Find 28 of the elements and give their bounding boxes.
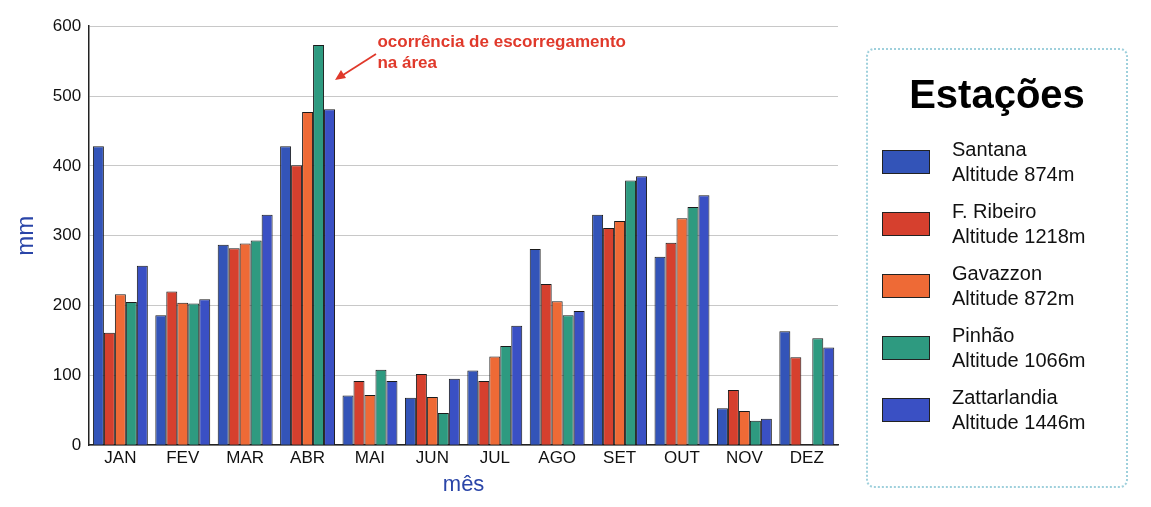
y-axis-title: mm <box>11 215 39 256</box>
legend-title: Estações <box>908 72 1086 117</box>
x-tick-label: NOV <box>725 448 764 468</box>
y-tick-label: 300 <box>52 225 82 245</box>
legend-label: Pinhão Altitude 1066m <box>952 323 1086 373</box>
y-tick-label: 600 <box>52 15 82 35</box>
legend-label: Santana Altitude 874m <box>952 137 1075 187</box>
x-tick-label: JUN <box>415 448 449 468</box>
y-tick-label: 500 <box>52 85 82 105</box>
x-tick-label: DEZ <box>789 448 824 468</box>
x-tick-label: OUT <box>664 448 700 468</box>
annotation: ocorrência de escorregamento na área <box>377 32 626 73</box>
x-tick-label: JAN <box>104 448 137 468</box>
x-tick-label: FEV <box>166 448 200 468</box>
x-tick-label: SET <box>603 448 637 468</box>
y-tick-label: 400 <box>52 155 82 175</box>
x-tick-label: AGO <box>538 448 577 468</box>
y-tick-label: 200 <box>52 295 82 315</box>
x-tick-label: JUL <box>479 448 510 468</box>
x-tick-label: MAR <box>226 448 265 468</box>
legend-label: F. Ribeiro Altitude 1218m <box>952 199 1086 249</box>
y-tick-label: 100 <box>52 365 82 385</box>
x-tick-label: ABR <box>290 448 326 468</box>
legend-label: Zattarlandia Altitude 1446m <box>952 385 1086 435</box>
legend-label: Gavazzon Altitude 872m <box>952 261 1075 311</box>
y-tick-label: 0 <box>71 434 82 454</box>
x-tick-label: MAI <box>354 448 386 468</box>
x-axis-title: mês <box>442 470 485 496</box>
